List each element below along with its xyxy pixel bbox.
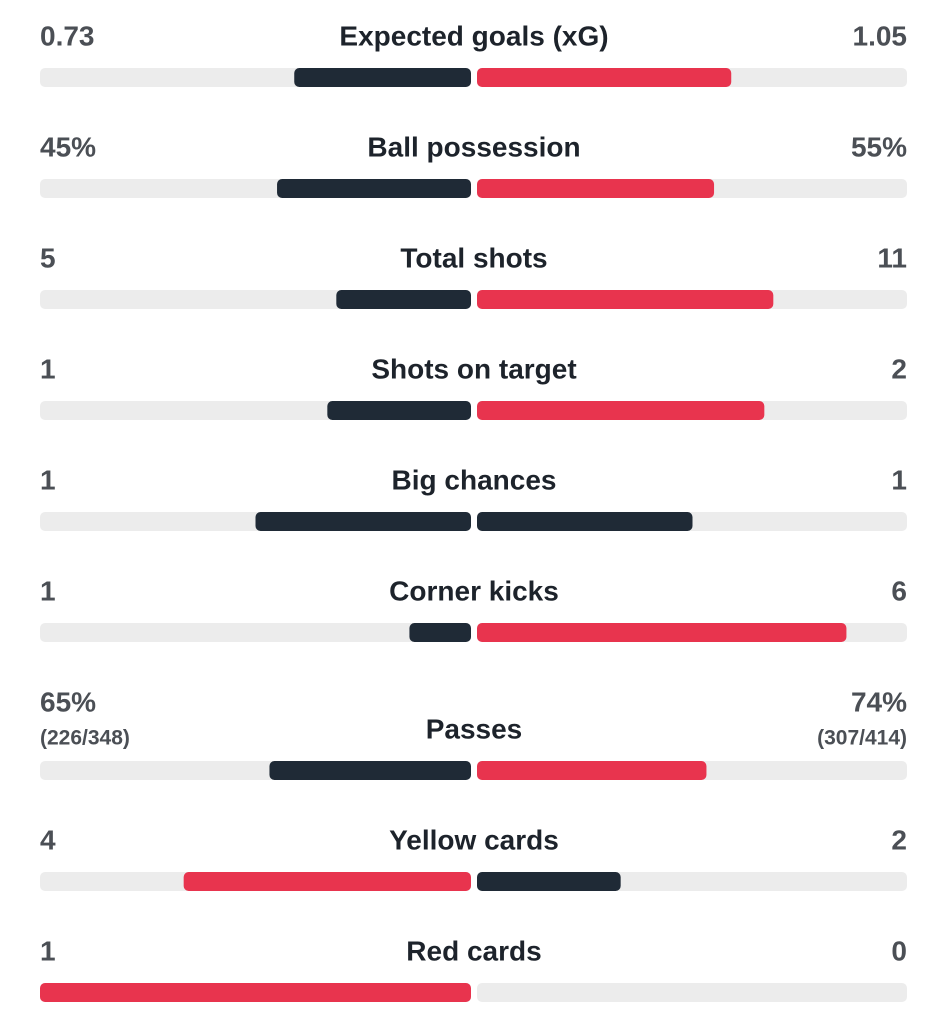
home-bar — [294, 68, 471, 87]
home-value: 1 — [40, 464, 56, 495]
away-bar — [477, 290, 774, 309]
away-bar — [477, 179, 715, 198]
stat-label: Red cards — [406, 935, 541, 966]
home-value: 1 — [40, 353, 56, 384]
away-bar — [477, 623, 847, 642]
bar-track — [477, 983, 907, 1002]
home-bar — [327, 401, 471, 420]
stat-label: Total shots — [400, 242, 547, 273]
home-value: 65% — [40, 686, 96, 717]
home-value: 5 — [40, 242, 56, 273]
away-value: 74% — [851, 686, 907, 717]
home-bar — [409, 623, 471, 642]
stat-label: Shots on target — [371, 353, 576, 384]
home-detail: (226/348) — [40, 727, 130, 750]
stat-label: Yellow cards — [389, 824, 559, 855]
stat-label: Expected goals (xG) — [339, 20, 608, 51]
home-value: 0.73 — [40, 20, 95, 51]
away-bar — [477, 872, 621, 891]
away-detail: (307/414) — [817, 727, 907, 750]
away-value: 2 — [891, 353, 907, 384]
stat-label: Ball possession — [367, 131, 580, 162]
home-bar — [269, 761, 471, 780]
away-value: 2 — [891, 824, 907, 855]
stat-label: Passes — [426, 713, 523, 744]
stat-label: Corner kicks — [389, 575, 559, 606]
away-value: 6 — [891, 575, 907, 606]
home-bar — [277, 179, 471, 198]
away-value: 11 — [877, 242, 907, 273]
away-bar — [477, 68, 732, 87]
away-value: 1 — [891, 464, 907, 495]
home-bar — [255, 512, 471, 531]
away-value: 0 — [891, 935, 907, 966]
home-bar — [336, 290, 471, 309]
away-value: 55% — [851, 131, 907, 162]
home-value: 45% — [40, 131, 96, 162]
away-bar — [477, 401, 765, 420]
home-value: 1 — [40, 575, 56, 606]
home-value: 1 — [40, 935, 56, 966]
bar-track — [40, 623, 471, 642]
away-bar — [477, 761, 707, 780]
away-bar — [477, 512, 693, 531]
home-value: 4 — [40, 824, 56, 855]
stat-label: Big chances — [392, 464, 557, 495]
home-bar — [40, 983, 471, 1002]
home-bar — [183, 872, 471, 891]
away-value: 1.05 — [853, 20, 908, 51]
